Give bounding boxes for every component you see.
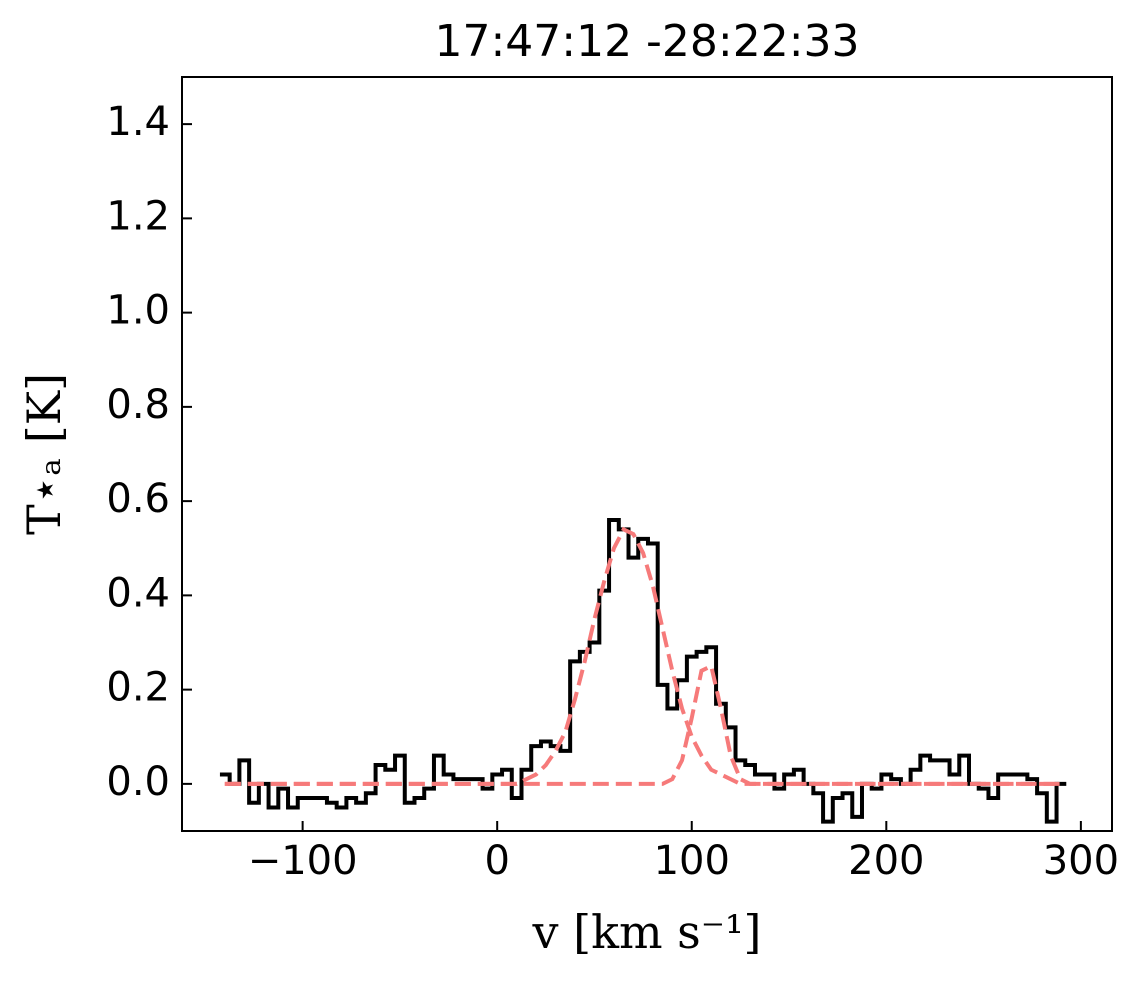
x-axis-label: v [km s⁻¹] [532,905,762,959]
y-tick-label: 0.4 [106,570,170,616]
y-tick-label: 1.0 [106,288,170,334]
y-axis-label: T⋆ₐ [K] [17,373,71,535]
plot-frame [181,76,1113,832]
y-tick-label: 0.8 [106,382,170,428]
y-tick-label: 0.0 [106,759,170,805]
fit-curve [224,526,1062,786]
x-tick-label: 0 [484,838,509,884]
chart-title: 17:47:12 -28:22:33 [434,16,859,67]
y-tick-label: 0.2 [106,665,170,711]
spectrum [219,517,1067,824]
x-tick-label: 300 [1043,838,1119,884]
y-tick-label: 0.6 [106,476,170,522]
y-tick-label: 1.4 [106,99,170,145]
x-tick-label: −100 [248,838,358,884]
x-tick-label: 100 [654,838,730,884]
y-tick-label: 1.2 [106,193,170,239]
fit-curve [224,663,1062,786]
x-tick-label: 200 [848,838,924,884]
